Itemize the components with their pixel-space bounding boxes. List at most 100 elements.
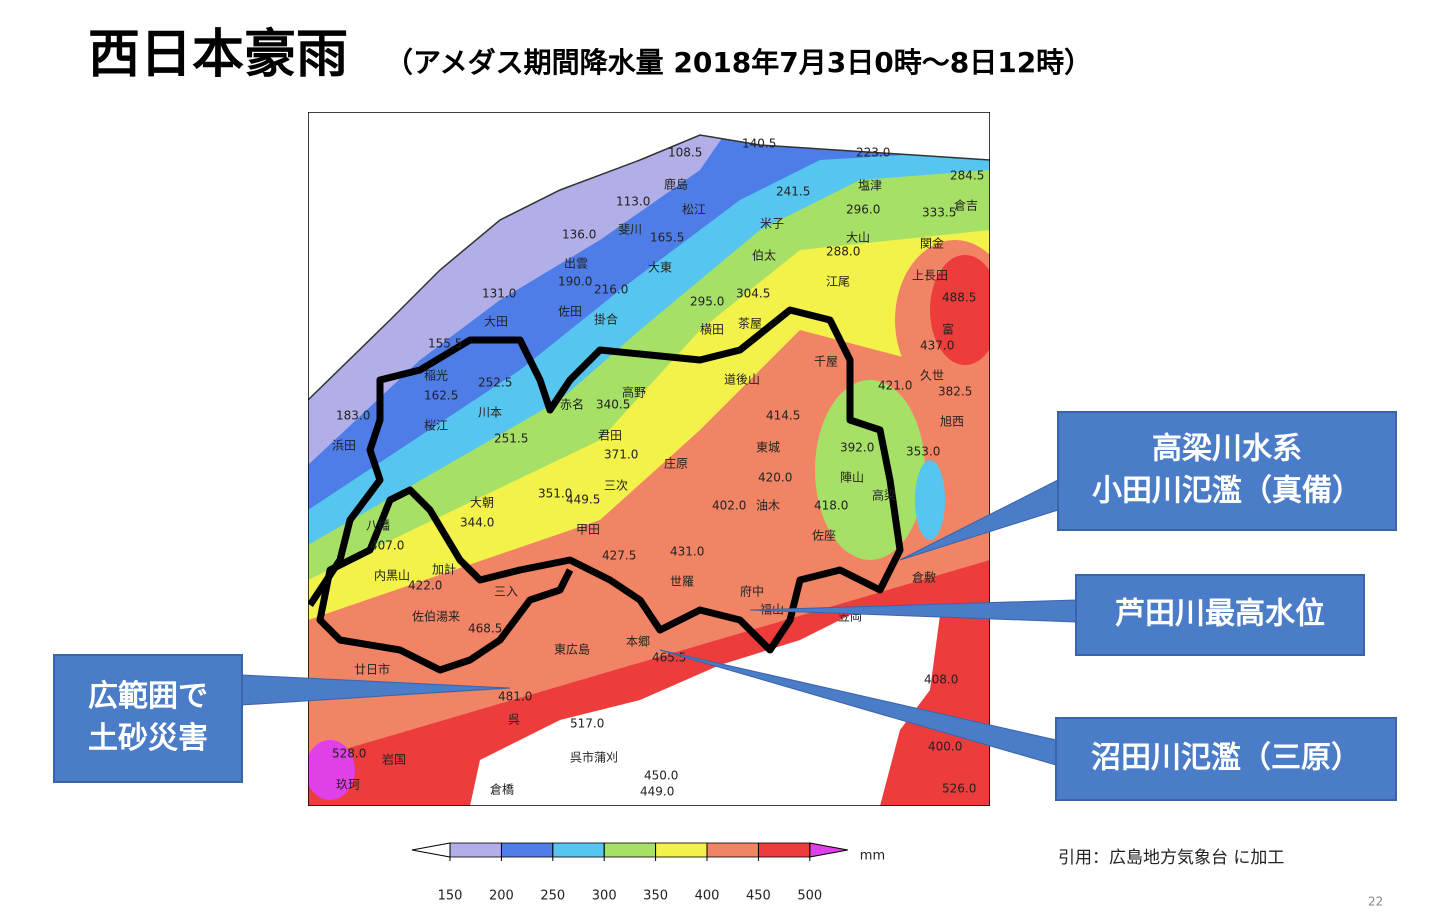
map-label: 353.0 xyxy=(906,445,940,459)
colorbar-swatch xyxy=(603,842,657,858)
map-label: 252.5 xyxy=(478,376,512,390)
map-label: 351.0 xyxy=(538,487,572,501)
colorbar-tick-label: 300 xyxy=(592,889,617,904)
map-label: 佐田 xyxy=(558,305,582,319)
map-label: 佐伯湯来 xyxy=(412,609,460,624)
map-label: 八幡 xyxy=(366,518,390,533)
map-label: 431.0 xyxy=(670,545,704,559)
map-label: 米子 xyxy=(760,217,784,231)
map-label: 佐座 xyxy=(812,528,836,543)
rainfall-map xyxy=(308,112,990,806)
callout-text: 土砂災害 xyxy=(88,721,208,756)
map-label: 斐川 xyxy=(618,223,642,237)
colorbar-end xyxy=(411,842,451,858)
map-label: 408.0 xyxy=(924,673,958,687)
map-label: 大朝 xyxy=(470,496,494,510)
map-label: 陣山 xyxy=(840,471,864,485)
map-label: 内黒山 xyxy=(374,569,410,583)
map-label: 140.5 xyxy=(742,137,776,151)
map-label: 437.0 xyxy=(920,339,954,353)
callout-text: 広範囲で xyxy=(88,679,208,714)
map-label: 488.5 xyxy=(942,291,976,305)
map-label: 295.0 xyxy=(690,295,724,309)
map-label: 府中 xyxy=(740,584,764,599)
map-label: 東城 xyxy=(756,441,780,455)
map-label: 481.0 xyxy=(498,690,532,704)
map-label: 162.5 xyxy=(424,389,458,403)
map-label: 344.0 xyxy=(460,516,494,530)
map-label: 倉敷 xyxy=(912,570,936,585)
map-label: 大東 xyxy=(648,261,672,275)
rain-band xyxy=(308,740,355,800)
colorbar-end xyxy=(809,842,848,858)
map-label: 528.0 xyxy=(332,747,366,761)
map-label: 鹿島 xyxy=(664,177,688,192)
map-label: 塩津 xyxy=(858,178,882,193)
map-label: 加計 xyxy=(432,562,456,577)
map-label: 108.5 xyxy=(668,146,702,160)
map-label: 449.0 xyxy=(640,785,674,799)
map-label: 422.0 xyxy=(408,579,442,593)
map-label: 340.5 xyxy=(596,398,630,412)
map-label: 伯太 xyxy=(752,248,776,263)
callout-box xyxy=(1075,574,1365,656)
map-label: 赤名 xyxy=(560,397,584,412)
map-label: 407.0 xyxy=(370,539,404,553)
map-label: 427.5 xyxy=(602,549,636,563)
map-label: 稲光 xyxy=(424,369,448,383)
map-label: 333.5 xyxy=(922,206,956,220)
map-label: 桜江 xyxy=(424,419,448,433)
map-label: 216.0 xyxy=(594,283,628,297)
colorbar-tick-label: 400 xyxy=(695,889,720,904)
map-label: 高野 xyxy=(622,385,646,400)
source-note: 引用：広島地方気象台 に加工 xyxy=(1058,848,1284,868)
map-label: 517.0 xyxy=(570,717,604,731)
map-label: 382.5 xyxy=(938,385,972,399)
map-label: 倉橋 xyxy=(490,782,514,797)
map-label: 掛合 xyxy=(594,312,618,327)
rain-band xyxy=(915,460,945,540)
sea xyxy=(470,610,940,806)
map-label: 450.0 xyxy=(644,769,678,783)
map-label: 君田 xyxy=(598,429,622,443)
map-label: 玖珂 xyxy=(336,778,360,792)
callout-box xyxy=(1057,411,1397,531)
map-label: 402.0 xyxy=(712,499,746,513)
map-label: 庄原 xyxy=(664,456,688,471)
map-label: 131.0 xyxy=(482,287,516,301)
colorbar-tick-label: 200 xyxy=(489,889,514,904)
map-label: 三入 xyxy=(494,585,518,599)
map-label: 岩国 xyxy=(382,752,406,767)
map-label: 松江 xyxy=(682,203,706,217)
map-label: 道後山 xyxy=(724,373,760,387)
callout-text: 高梁川水系 xyxy=(1152,432,1302,467)
map-label: 大田 xyxy=(484,315,508,329)
colorbar-unit: mm xyxy=(860,849,885,864)
rain-band xyxy=(930,255,990,365)
map-label: 富 xyxy=(942,322,954,337)
colorbar-swatch xyxy=(655,842,708,858)
colorbar-swatch xyxy=(449,842,502,858)
map-label: 418.0 xyxy=(814,499,848,513)
map-label: 288.0 xyxy=(826,245,860,259)
map-label: 倉吉 xyxy=(954,198,978,213)
map-label: 449.5 xyxy=(566,493,600,507)
page-number: 22 xyxy=(1368,895,1383,909)
map-label: 392.0 xyxy=(840,441,874,455)
map-label: 183.0 xyxy=(336,409,370,423)
map-label: 400.0 xyxy=(928,740,962,754)
sea xyxy=(308,112,990,400)
map-label: 上長田 xyxy=(912,269,948,283)
map-label: 本郷 xyxy=(626,635,650,649)
map-label: 江尾 xyxy=(826,275,850,289)
map-label: 304.5 xyxy=(736,287,770,301)
map-label: 155.5 xyxy=(428,337,462,351)
map-label: 大山 xyxy=(846,231,870,245)
map-label: 呉市蒲刈 xyxy=(570,750,618,765)
map-label: 136.0 xyxy=(562,228,596,242)
map-label: 横田 xyxy=(700,323,724,337)
map-label: 高梁 xyxy=(872,488,896,503)
callout-text: 沼田川氾濫（三原） xyxy=(1091,741,1361,776)
map-label: 久世 xyxy=(920,369,944,383)
